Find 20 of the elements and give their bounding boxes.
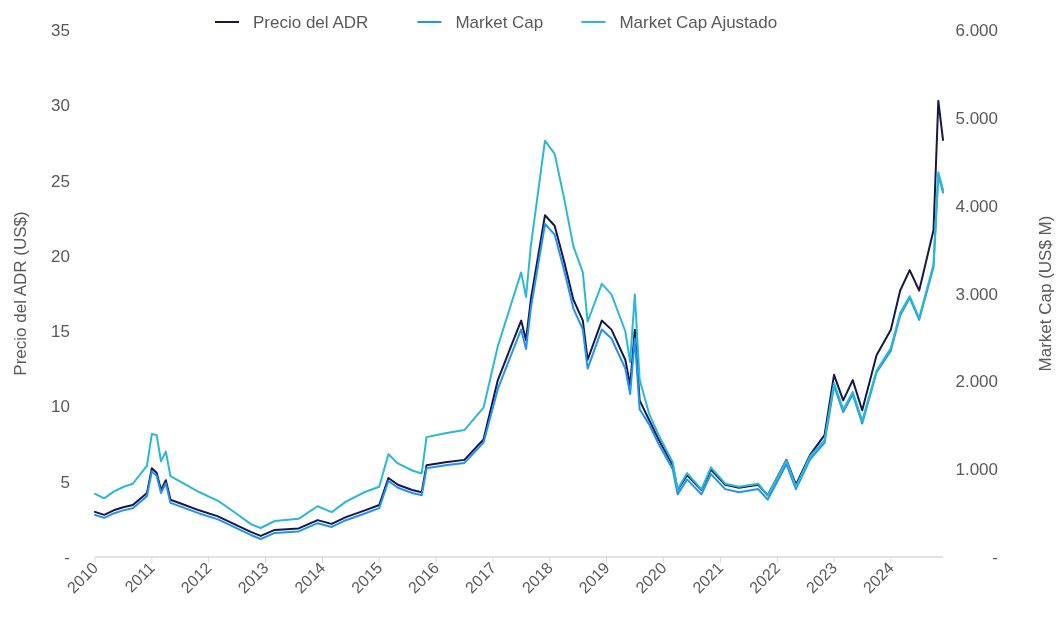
y-tick-label: 10 xyxy=(51,397,70,417)
y2-tick-label: 1.000 xyxy=(955,460,998,480)
y-axis-title: Precio del ADR (US$) xyxy=(11,211,30,376)
y2-tick-label: 6.000 xyxy=(955,21,998,40)
y-tick-label: 35 xyxy=(51,21,70,40)
y2-tick-label: 5.000 xyxy=(955,108,998,128)
y-tick-label: 5 xyxy=(60,472,70,492)
y2-tick-label: 4.000 xyxy=(955,196,998,216)
y-tick-label: 15 xyxy=(51,322,70,342)
legend-label: Market Cap xyxy=(455,13,544,32)
y2-axis-title: Market Cap (US$ M) xyxy=(1036,215,1055,372)
y-tick-label: 25 xyxy=(51,171,70,191)
y2-tick-label: 3.000 xyxy=(955,284,998,304)
y2-tick-label: - xyxy=(992,548,998,567)
y-tick-label: - xyxy=(64,548,70,567)
y-tick-label: 30 xyxy=(51,96,70,116)
y-tick-label: 20 xyxy=(51,246,70,266)
legend-label: Market Cap Ajustado xyxy=(619,13,778,32)
y2-tick-label: 2.000 xyxy=(955,372,998,392)
legend-label: Precio del ADR xyxy=(253,13,369,32)
